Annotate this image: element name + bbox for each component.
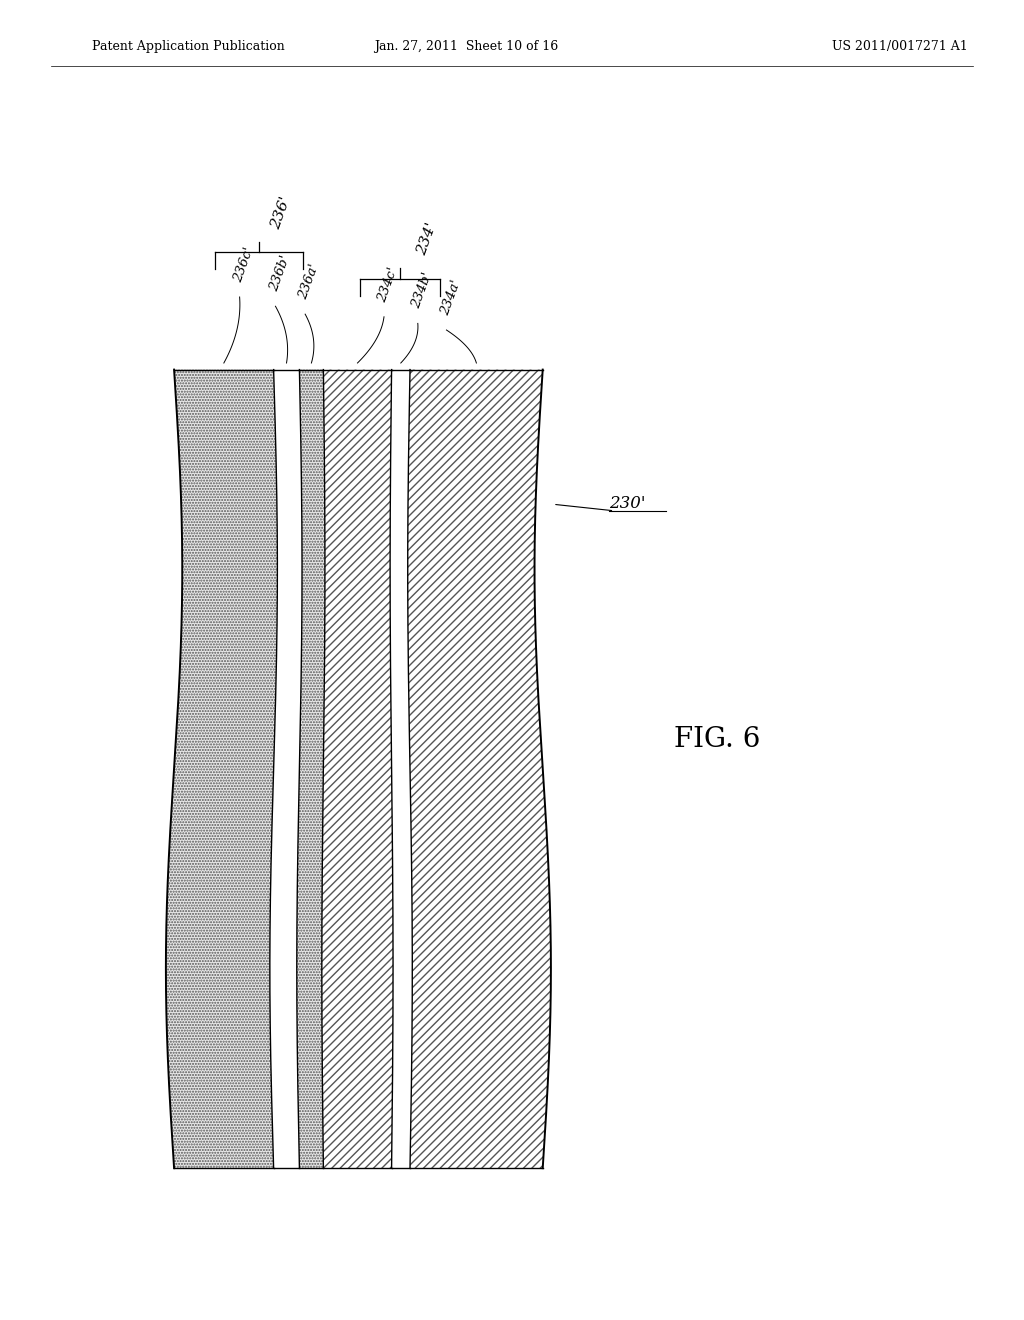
Text: FIG. 6: FIG. 6 xyxy=(674,726,760,752)
Text: 236a': 236a' xyxy=(297,263,322,301)
Polygon shape xyxy=(270,370,302,1168)
Text: 234': 234' xyxy=(415,222,439,257)
Polygon shape xyxy=(322,370,393,1168)
Polygon shape xyxy=(297,370,325,1168)
Text: 234a': 234a' xyxy=(438,279,463,317)
Text: 234b': 234b' xyxy=(410,271,434,310)
Polygon shape xyxy=(166,370,278,1168)
Text: 236': 236' xyxy=(268,195,293,231)
Text: 230': 230' xyxy=(609,495,646,512)
Text: 234c': 234c' xyxy=(376,265,400,304)
Polygon shape xyxy=(408,370,551,1168)
Text: 236b': 236b' xyxy=(267,253,292,293)
Text: US 2011/0017271 A1: US 2011/0017271 A1 xyxy=(831,40,968,53)
Text: 236c': 236c' xyxy=(231,246,256,284)
Polygon shape xyxy=(390,370,413,1168)
Text: Patent Application Publication: Patent Application Publication xyxy=(92,40,285,53)
Text: Jan. 27, 2011  Sheet 10 of 16: Jan. 27, 2011 Sheet 10 of 16 xyxy=(374,40,558,53)
